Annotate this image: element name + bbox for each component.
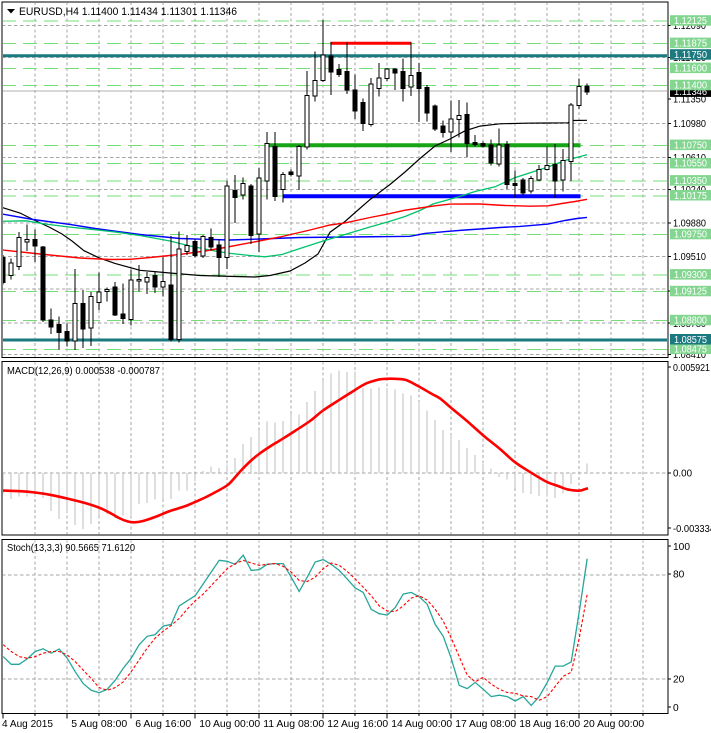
- svg-text:EURUSD,H4 1.11400 1.11434 1.1: EURUSD,H4 1.11400 1.11434 1.11301 1.1134…: [19, 6, 237, 18]
- svg-text:1.11350: 1.11350: [673, 94, 706, 105]
- svg-text:100: 100: [673, 542, 690, 553]
- svg-text:1.10980: 1.10980: [673, 119, 706, 130]
- svg-text:80: 80: [673, 570, 685, 581]
- svg-text:20: 20: [673, 675, 685, 686]
- svg-text:1.10750: 1.10750: [674, 140, 707, 151]
- svg-text:1.11750: 1.11750: [674, 50, 707, 61]
- svg-text:11 Aug 08:00: 11 Aug 08:00: [263, 718, 324, 730]
- svg-text:1.11346: 1.11346: [674, 87, 707, 98]
- svg-text:1.09510: 1.09510: [673, 252, 706, 263]
- svg-text:1.11600: 1.11600: [674, 63, 707, 74]
- svg-text:18 Aug 16:00: 18 Aug 16:00: [519, 718, 580, 730]
- svg-text:1.08575: 1.08575: [674, 335, 707, 346]
- svg-text:4 Aug 2015: 4 Aug 2015: [2, 718, 53, 730]
- svg-text:1.09300: 1.09300: [674, 270, 707, 281]
- svg-text:1.12090: 1.12090: [673, 21, 706, 32]
- svg-text:6 Aug 16:00: 6 Aug 16:00: [135, 718, 191, 730]
- svg-text:1.08410: 1.08410: [673, 350, 706, 361]
- svg-text:Stoch(13,3,3) 90.5665 71.6120: Stoch(13,3,3) 90.5665 71.6120: [7, 542, 135, 554]
- svg-text:1.08475: 1.08475: [674, 344, 707, 355]
- svg-text:1.11400: 1.11400: [674, 81, 707, 92]
- svg-text:1.08800: 1.08800: [674, 316, 707, 327]
- svg-text:0.005921: 0.005921: [673, 363, 710, 374]
- svg-text:MACD(12,26,9) 0.000538 -0.0007: MACD(12,26,9) 0.000538 -0.000787: [7, 365, 160, 377]
- svg-text:0: 0: [673, 703, 679, 714]
- svg-text:1.09750: 1.09750: [674, 230, 707, 241]
- svg-text:20 Aug 00:00: 20 Aug 00:00: [583, 718, 644, 730]
- svg-text:1.10175: 1.10175: [674, 191, 707, 202]
- svg-text:10 Aug 00:00: 10 Aug 00:00: [199, 718, 260, 730]
- svg-text:1.10350: 1.10350: [674, 176, 707, 187]
- svg-text:1.12125: 1.12125: [674, 16, 707, 27]
- svg-text:1.11875: 1.11875: [674, 38, 707, 49]
- svg-text:14 Aug 00:00: 14 Aug 00:00: [391, 718, 452, 730]
- svg-text:1.09125: 1.09125: [674, 287, 707, 298]
- svg-text:5 Aug 08:00: 5 Aug 08:00: [71, 718, 127, 730]
- svg-text:1.10550: 1.10550: [674, 159, 707, 170]
- svg-text:0.00: 0.00: [673, 469, 692, 480]
- svg-text:17 Aug 08:00: 17 Aug 08:00: [455, 718, 516, 730]
- svg-text:12 Aug 16:00: 12 Aug 16:00: [327, 718, 388, 730]
- svg-text:-0.003334: -0.003334: [673, 524, 711, 535]
- svg-text:1.09880: 1.09880: [673, 219, 706, 230]
